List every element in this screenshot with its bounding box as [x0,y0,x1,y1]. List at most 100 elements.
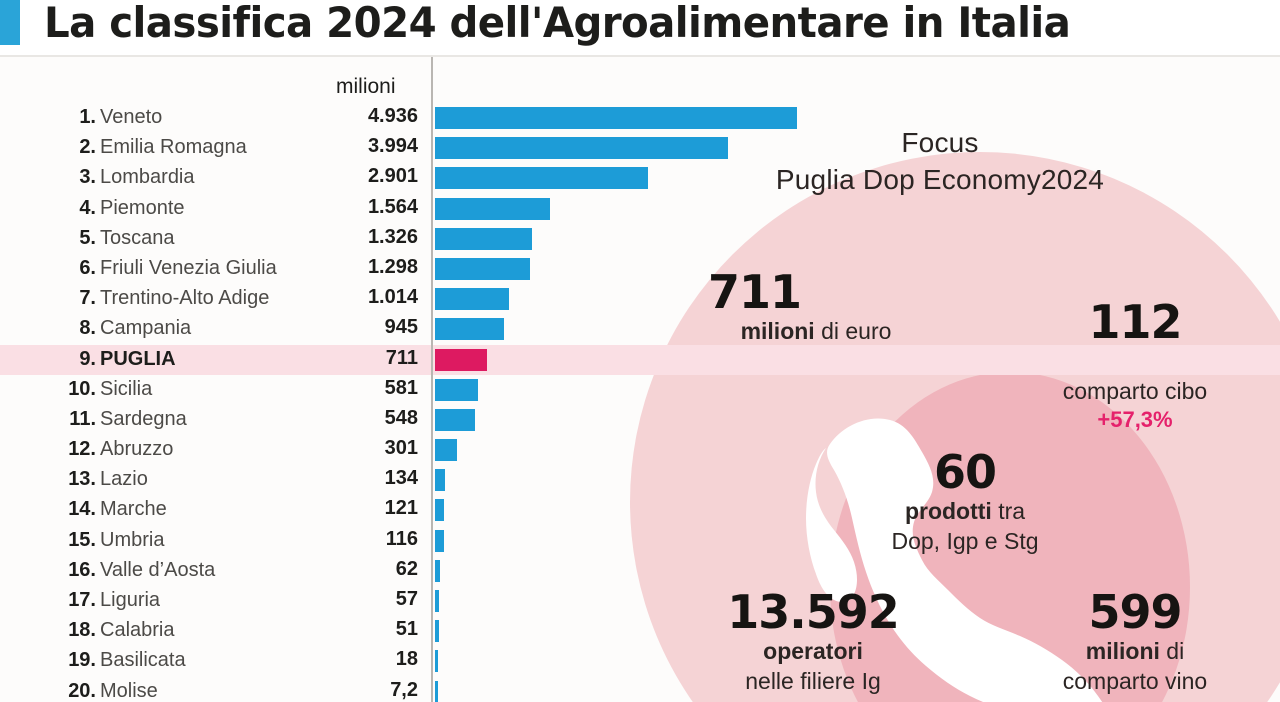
row-region-label: Basilicata [100,649,186,672]
stat-impatto-caption: milioni di euro [686,316,946,346]
stat-vino-caption-rest: di [1159,638,1185,664]
row-region-label: Friuli Venezia Giulia [100,256,277,279]
row-region-label: Toscana [100,226,175,249]
row-rank: 9. [79,347,96,370]
table-row: 15. Umbria 116 [0,526,1280,556]
table-row: 3. Lombardia 2.901 [0,163,1280,193]
row-bar [435,378,478,401]
table-row: 13. Lazio 134 [0,465,1280,495]
row-region-label: Valle d’Aosta [100,558,216,581]
row-rank: 14. [68,498,96,521]
stat-vino-caption: milioni di [1010,636,1260,666]
row-value: 2.901 [367,165,418,188]
table-row: 9. PUGLIA 711 [0,344,1280,375]
stat-impatto-value: 711 [708,265,802,319]
row-rank: 20. [68,679,96,702]
stat-prodotti-caption2: Dop, Igp e Stg [891,528,1039,554]
row-value: 18 [395,648,418,671]
focus-heading-line2: Puglia Dop Economy2024 [775,164,1105,195]
row-rank: 15. [68,528,96,551]
row-value: 51 [395,618,418,641]
stat-vino-caption-bold: milioni [1085,638,1160,664]
header-accent-bar [0,0,20,45]
row-rank: 1. [79,106,96,128]
row-value: 548 [384,406,418,429]
row-rank: 19. [68,649,96,672]
stat-vino-caption2: comparto vino [1062,668,1208,694]
row-value: 301 [384,437,418,460]
row-region-label: Sardegna [100,407,187,430]
stat-operatori: 13.592 operatori nelle filiere Ig [678,588,948,696]
row-bar [435,257,531,280]
row-value: 581 [384,376,418,399]
table-row: 8. Campania 945 [0,314,1280,344]
row-value: 4.936 [367,105,418,127]
row-value: 121 [384,497,418,520]
stat-prodotti-value: 60 [933,445,997,499]
table-row: 6. Friuli Venezia Giulia 1.298 [0,254,1280,284]
stat-prodotti: 60 prodotti tra Dop, Igp e Stg [850,448,1080,556]
row-bar [435,408,476,431]
stat-impatto-caption-bold: milioni [740,318,815,344]
row-region-label: Sicilia [100,377,153,400]
stat-impatto-caption-rest: di euro [814,318,892,344]
table-row: 16. Valle d’Aosta 62 [0,556,1280,586]
row-bar [435,439,458,462]
table-row: 11. Sardegna 548 [0,405,1280,435]
row-bar [435,499,444,522]
stat-operatori-caption: operatori [678,636,948,666]
ranking-rows: 1. Veneto 4.936 2. Emilia Romagna 3.994 3. Lomb… [0,103,1280,702]
stat-vino-value: 599 [1088,585,1182,639]
row-rank: 13. [68,468,96,491]
row-bar [435,348,488,371]
row-rank: 2. [79,136,96,159]
row-value: 711 [385,346,418,369]
row-bar [435,559,440,582]
row-rank: 4. [79,196,96,219]
row-region-label: Calabria [100,619,175,642]
row-region-label: Marche [100,498,167,521]
row-region-label: Molise [100,679,158,702]
table-row: 10. Sicilia 581 [0,375,1280,405]
units-label: milioni [336,75,396,98]
stat-operatori-caption2: nelle filiere Ig [745,668,881,694]
table-row: 2. Emilia Romagna 3.994 [0,133,1280,163]
row-region-label: Emilia Romagna [100,136,247,159]
row-bar [435,529,444,552]
row-value: 1.564 [367,195,418,218]
row-value: 7,2 [390,678,418,701]
row-region-label: Abruzzo [100,438,174,461]
focus-heading-line1: Focus [901,127,979,158]
chart-background [0,56,600,702]
table-row: 20. Molise 7,2 [0,677,1280,702]
row-rank: 16. [68,558,96,581]
row-value: 1.014 [367,286,418,309]
row-bar [435,107,797,129]
stat-cibo-percent: +57,3% [1097,407,1173,432]
table-row: 4. Piemonte 1.564 [0,194,1280,224]
stat-cibo-caption2: comparto cibo [1062,378,1208,404]
row-region-label: Liguria [100,589,161,611]
row-rank: 6. [79,256,96,279]
row-bar [435,137,728,160]
row-rank: 10. [68,377,96,400]
row-rank: 8. [79,317,96,340]
row-bar [435,318,505,341]
table-row: 18. Calabria 51 [0,616,1280,646]
row-rank: 18. [68,619,96,642]
header: La classifica 2024 dell'Agroalimentare i… [0,0,1280,57]
row-bar [435,650,438,673]
row-bar [435,227,533,250]
row-bar [435,680,438,702]
row-region-label: PUGLIA [100,347,176,370]
row-value: 62 [395,557,418,580]
chart-axis-line [431,18,433,702]
stat-operatori-value: 13.592 [727,585,900,639]
row-region-label: Lombardia [100,166,195,189]
row-region-label: Piemonte [100,196,185,219]
row-value: 1.298 [367,255,418,278]
row-value: 1.326 [367,225,418,248]
row-bar [435,590,440,612]
row-bar [435,167,648,190]
